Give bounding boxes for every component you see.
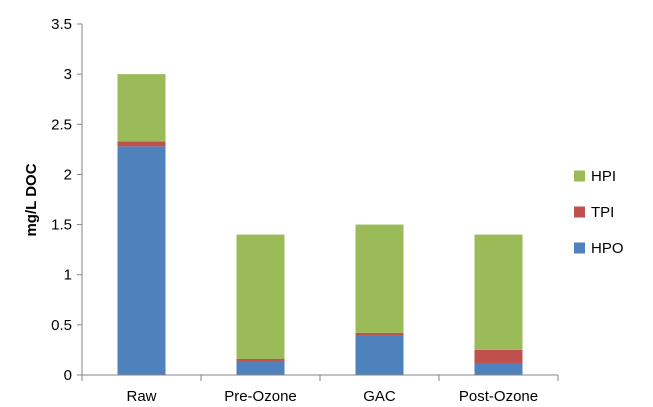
y-tick-label: 3.5: [51, 16, 72, 33]
y-tick-label: 2.5: [51, 116, 72, 133]
y-axis-title: mg/L DOC: [23, 163, 40, 236]
y-tick-label: 2: [64, 166, 72, 183]
bar-segment-hpo: [236, 360, 285, 375]
bars: [117, 74, 523, 375]
bar-segment-tpi: [117, 141, 166, 147]
bar-segment-hpo: [474, 362, 523, 375]
y-tick-label: 1.5: [51, 217, 72, 234]
legend-label-hpi: HPI: [591, 168, 616, 185]
legend-label-tpi: TPI: [591, 204, 614, 221]
bar-segment-hpi: [236, 234, 285, 359]
bar-segment-tpi: [236, 358, 285, 361]
x-axis-ticks: Raw Pre-Ozone GAC Post-Ozone: [81, 375, 559, 405]
y-axis-title-group: mg/L DOC: [23, 163, 40, 236]
bar-segment-hpi: [355, 224, 404, 333]
legend: HPI TPI HPO: [574, 168, 624, 257]
x-tick-label: Pre-Ozone: [224, 388, 297, 405]
x-tick-label: Raw: [126, 388, 156, 405]
bar-segment-hpi: [474, 234, 523, 350]
x-tick-label: Post-Ozone: [459, 388, 538, 405]
y-tick-label: 0.5: [51, 317, 72, 334]
bar-segment-hpi: [117, 74, 166, 142]
legend-label-hpo: HPO: [591, 240, 624, 257]
bar-segment-tpi: [474, 349, 523, 363]
bar-segment-hpo: [355, 335, 404, 375]
y-tick-label: 0: [64, 367, 72, 384]
x-tick-label: GAC: [363, 388, 396, 405]
legend-swatch-hpo: [574, 242, 585, 254]
legend-swatch-tpi: [574, 206, 585, 218]
y-tick-label: 1: [64, 267, 72, 284]
bar-segment-tpi: [355, 332, 404, 336]
bar-segment-hpo: [117, 146, 166, 375]
y-tick-label: 3: [64, 66, 72, 83]
legend-swatch-hpi: [574, 170, 585, 182]
y-axis-ticks: 0 0.5 1 1.5 2 2.5 3 3.5: [51, 16, 82, 384]
